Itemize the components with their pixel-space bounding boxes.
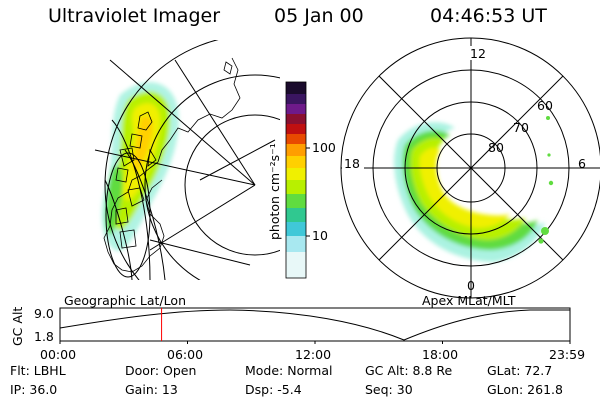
mode-readout: Mode: Normal (245, 363, 333, 378)
orbit-ytick-min: 1.8 (34, 329, 54, 344)
seq-readout: Seq: 30 (365, 382, 413, 397)
date-readout: 05 Jan 00 (274, 5, 364, 27)
orbit-altitude-plot: 9.0 1.8 GC Alt 00:00 06:00 12:00 18:00 2… (10, 306, 585, 362)
orbit-xtick-0: 00:00 (40, 347, 76, 362)
ip-readout: IP: 36.0 (10, 382, 58, 397)
orbit-ylabel: GC Alt (10, 307, 25, 346)
image-title: Ultraviolet Imager (48, 5, 221, 27)
orbit-altitude-curve (59, 309, 570, 341)
polar-panel-label: Apex MLat/MLT (422, 293, 516, 308)
glon-readout: GLon: 261.8 (487, 382, 563, 397)
mlt-label-12: 12 (470, 46, 486, 61)
colorbar-label: photon cm⁻²s⁻¹ (267, 143, 282, 240)
geographic-image (94, 40, 280, 280)
filter-readout: Flt: LBHL (10, 363, 66, 378)
orbit-xtick-4: 23:59 (549, 347, 585, 362)
colorbar: 100 10 photon cm⁻²s⁻¹ (267, 81, 336, 279)
lat-label-60: 60 (537, 98, 553, 113)
gc-alt-readout: GC Alt: 8.8 Re (365, 363, 453, 378)
time-readout: 04:46:53 UT (430, 5, 547, 27)
geo-panel-label: Geographic Lat/Lon (64, 293, 186, 308)
door-readout: Door: Open (125, 363, 197, 378)
mlt-label-18: 18 (344, 156, 360, 171)
gain-readout: Gain: 13 (125, 382, 178, 397)
dsp-readout: Dsp: -5.4 (245, 382, 302, 397)
lat-label-70: 70 (513, 120, 529, 135)
colorbar-tick-10: 10 (312, 228, 328, 243)
lat-label-80: 80 (488, 140, 504, 155)
orbit-xtick-1: 06:00 (167, 347, 203, 362)
mlt-label-0: 0 (467, 278, 475, 293)
orbit-xtick-2: 12:00 (295, 347, 331, 362)
glat-readout: GLat: 72.7 (487, 363, 553, 378)
orbit-xtick-3: 18:00 (422, 347, 458, 362)
polar-image: 12 18 6 0 60 70 80 (340, 37, 600, 299)
orbit-ytick-max: 9.0 (34, 306, 54, 321)
mlt-label-6: 6 (578, 156, 586, 171)
colorbar-tick-100: 100 (312, 140, 336, 155)
